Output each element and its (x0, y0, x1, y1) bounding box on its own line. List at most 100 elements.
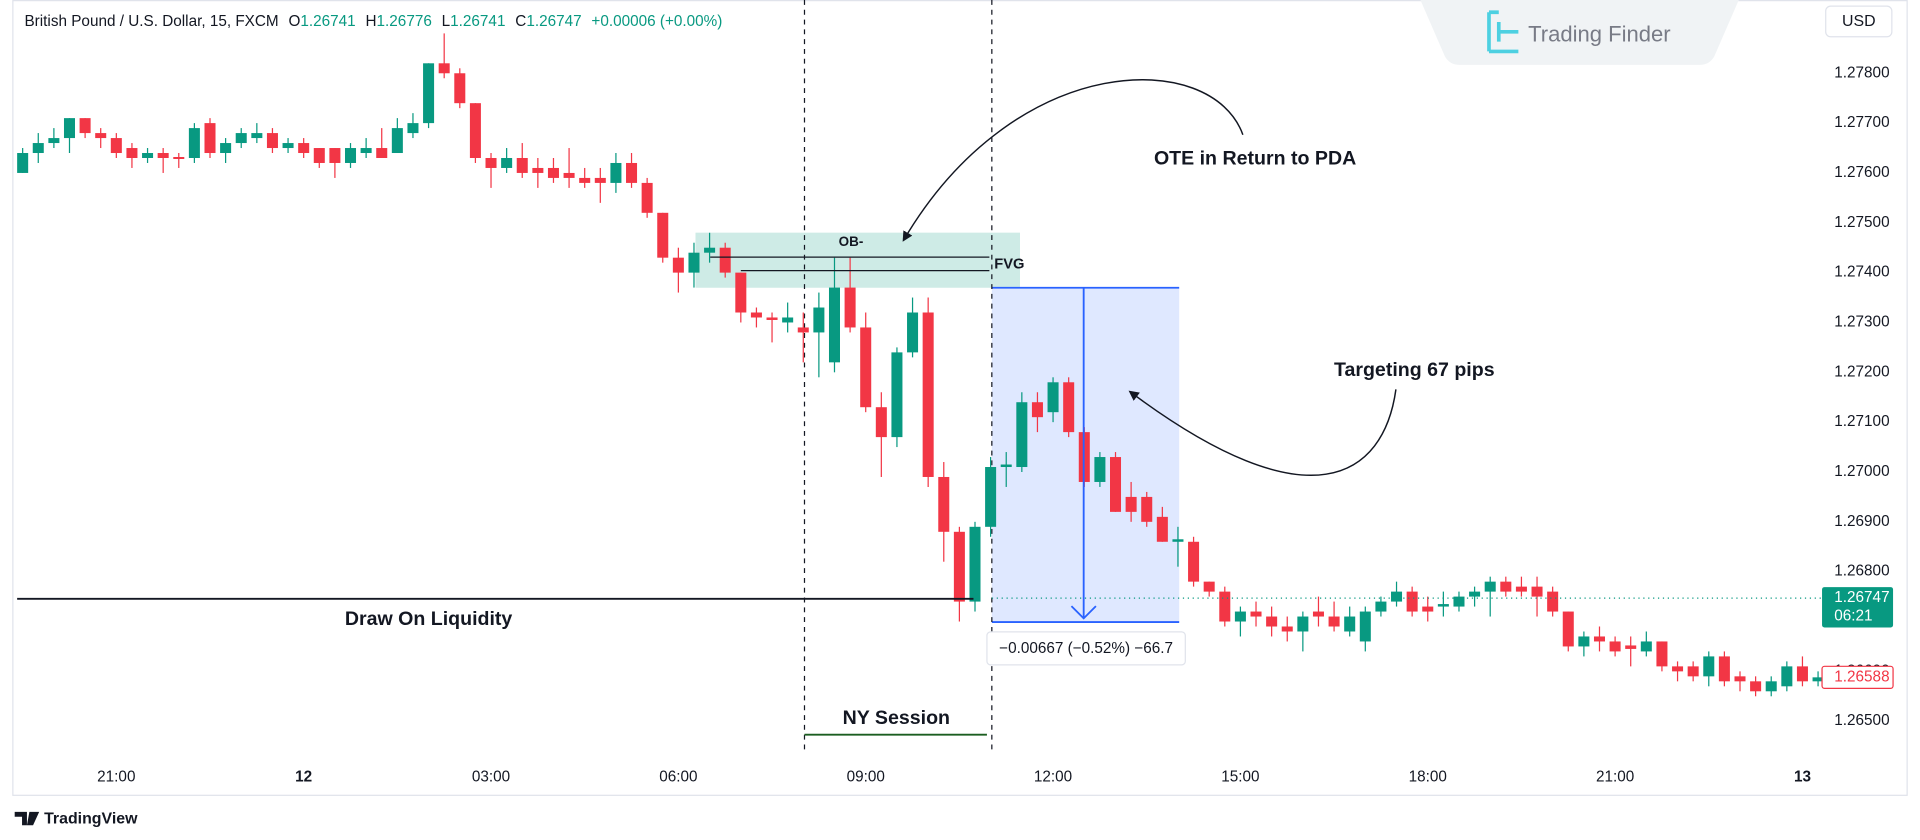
candle-body (532, 167, 544, 173)
y-tick-label: 1.26800 (1834, 563, 1889, 580)
candle-body (953, 531, 965, 602)
candle-body (1266, 616, 1278, 627)
candle-body (719, 247, 731, 273)
candle-body (1469, 591, 1481, 597)
candle-body (828, 287, 840, 363)
candle-body (1531, 586, 1543, 597)
candle-body (657, 212, 669, 258)
candle-body (563, 172, 575, 178)
candle-body (1515, 586, 1527, 592)
candle-body (1188, 541, 1200, 582)
candle-body (1281, 626, 1293, 632)
candle-body (594, 177, 606, 183)
h-value: 1.26776 (377, 13, 432, 30)
candle-body (360, 148, 372, 154)
candle-body (735, 272, 747, 313)
candle-body (1750, 681, 1762, 692)
candle-body (547, 167, 559, 178)
candle-body (454, 73, 466, 104)
candle-body (1656, 641, 1668, 667)
candle-body (1781, 666, 1793, 687)
candle-body (1609, 641, 1621, 652)
candle-body (1547, 591, 1559, 612)
candle-body (907, 312, 919, 353)
x-tick-label: 12 (295, 769, 312, 786)
o-value: 1.26741 (300, 13, 355, 30)
candle-body (235, 133, 247, 144)
candle-body (329, 148, 341, 163)
candle-body (1125, 496, 1137, 512)
change: +0.00006 (+0.00%) (591, 13, 722, 30)
candle-body (282, 143, 294, 149)
candle-body (1391, 591, 1403, 602)
logo-bg (1420, 0, 1739, 65)
candle-body (1063, 382, 1075, 433)
axes: 1.265001.266001.267001.268001.269001.270… (97, 64, 1894, 786)
ob-zone (695, 232, 1020, 288)
candle-body (938, 476, 950, 532)
candle-body (110, 138, 122, 154)
candle-body (1422, 606, 1434, 612)
candle-body (1718, 656, 1730, 682)
x-tick-label: 13 (1794, 769, 1811, 786)
arrow (902, 79, 1244, 242)
header: British Pound / U.S. Dollar, 15, FXCM O1.… (24, 13, 722, 30)
candle-body (407, 123, 419, 134)
candle-body (95, 133, 107, 139)
candle-body (17, 153, 29, 173)
candle-body (485, 157, 497, 168)
currency-button[interactable] (1825, 5, 1893, 38)
price-marker-label: 1.26747 (1834, 589, 1889, 606)
candle-body (1375, 601, 1387, 612)
candle-body (688, 252, 700, 273)
o-label: O (288, 13, 300, 30)
y-tick-label: 1.27400 (1834, 264, 1889, 281)
y-tick-label: 1.27100 (1834, 413, 1889, 430)
candle-body (844, 287, 856, 328)
currency[interactable]: USD (1842, 13, 1876, 30)
h-label: H (365, 13, 376, 30)
candle-body (1593, 636, 1605, 642)
candle-body (1796, 666, 1808, 682)
candle-body (188, 128, 200, 158)
candles (17, 33, 1824, 697)
candle-body (750, 312, 762, 318)
candle-body (1484, 581, 1496, 592)
c-label: C (515, 13, 526, 30)
candle-body (1250, 611, 1262, 617)
candle-body (1703, 656, 1715, 677)
x-tick-label: 09:00 (847, 769, 885, 786)
candle-body (423, 63, 435, 124)
candle-body (579, 177, 591, 183)
annotation: Draw On Liquidity (345, 608, 513, 630)
y-tick-label: 1.26500 (1834, 712, 1889, 729)
annotation: OTE in Return to PDA (1154, 147, 1356, 169)
drawings: OTE in Return to PDA Targeting 67 pips D… (17, 79, 1495, 736)
candle-body (875, 407, 887, 438)
y-tick-label: 1.27700 (1834, 114, 1889, 131)
y-tick-label: 1.27300 (1834, 314, 1889, 331)
measure-label-box (986, 631, 1186, 666)
candle-body (1297, 616, 1309, 632)
annotation: NY Session (843, 707, 950, 729)
candle-body (142, 153, 154, 158)
candle-body (672, 257, 684, 273)
l-value: 1.26741 (450, 13, 505, 30)
x-tick-label: 12:00 (1034, 769, 1072, 786)
measure-label: −0.00667 (−0.52%) −66.7 (999, 640, 1173, 657)
price-marker-label: 1.26588 (1834, 668, 1889, 685)
y-tick-label: 1.27000 (1834, 463, 1889, 480)
candle-body (1094, 457, 1106, 482)
candle-body (157, 153, 169, 158)
candle-body (1016, 402, 1028, 468)
ob-label: OB- (839, 234, 864, 249)
candle-body (1406, 591, 1418, 612)
x-tick-label: 18:00 (1409, 769, 1447, 786)
candle-body (1687, 666, 1699, 677)
candle-body (1141, 496, 1153, 522)
x-tick-label: 21:00 (1596, 769, 1634, 786)
candle-body (641, 182, 653, 213)
y-tick-label: 1.27800 (1834, 64, 1889, 81)
candle-body (922, 312, 934, 477)
